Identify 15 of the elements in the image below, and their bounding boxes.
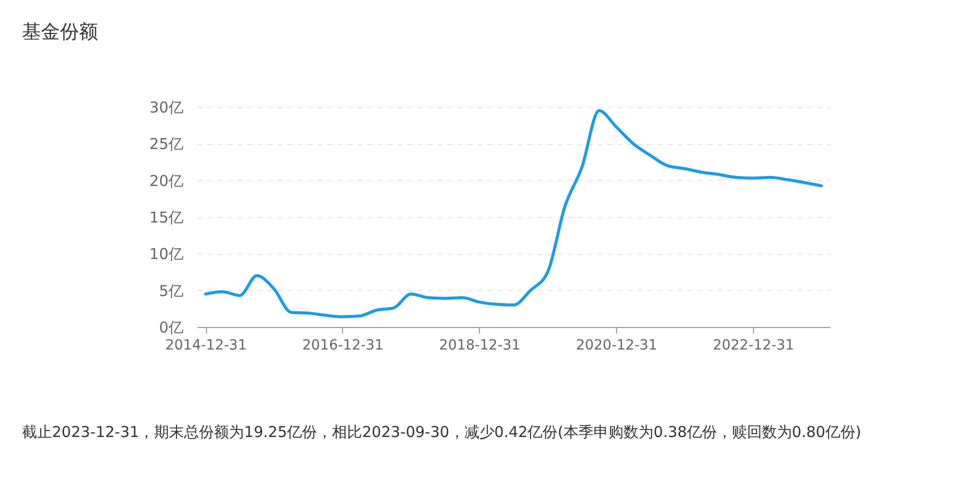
x-tick-label: 2022-12-31 <box>712 338 794 354</box>
y-tick-label: 30亿 <box>149 98 184 116</box>
y-tick-label: 0亿 <box>158 318 184 336</box>
x-tick-label: 2016-12-31 <box>302 338 384 354</box>
y-tick-label: 20亿 <box>149 172 184 190</box>
y-tick-label: 5亿 <box>158 282 184 300</box>
chart-title: 基金份额 <box>22 21 98 43</box>
y-tick-label: 25亿 <box>149 135 184 154</box>
x-tick-label: 2020-12-31 <box>576 338 658 354</box>
x-tick-label: 2018-12-31 <box>439 338 520 354</box>
line-series <box>204 109 823 318</box>
y-tick-label: 15亿 <box>149 208 184 226</box>
y-tick-label: 10亿 <box>149 245 184 264</box>
text: 截止2023-12-31，期末总份额为19.25亿份，相比2023-09-30，减少0.42亿份(本季申购数为0.38亿份，赎回数为0.80亿份) <box>22 423 862 441</box>
x-tick-label: 2014-12-31 <box>165 338 247 354</box>
